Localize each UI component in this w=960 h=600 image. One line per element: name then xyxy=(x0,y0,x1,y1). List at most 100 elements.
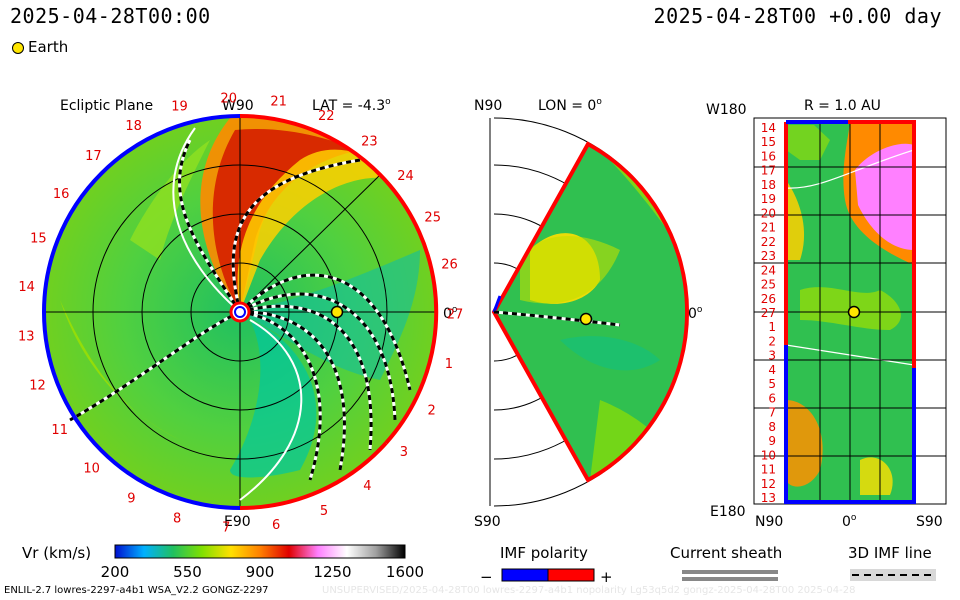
colorbar-label: Vr (km/s) xyxy=(22,544,91,562)
current-sheath-legend: Current sheath xyxy=(670,544,782,581)
synoptic-y-tick-10: 10 xyxy=(761,448,776,462)
synoptic-negative-border xyxy=(784,345,916,504)
negative-polarity-arc xyxy=(42,114,241,510)
ecliptic-bottom-label: E90 xyxy=(224,514,251,530)
current-sheath-swatch-2 xyxy=(682,577,778,581)
carrington-tick-27: 27 xyxy=(447,307,464,322)
carrington-tick-20: 20 xyxy=(220,91,237,106)
positive-polarity-arc-2 xyxy=(239,441,388,511)
synoptic-y-tick-11: 11 xyxy=(761,463,776,477)
synoptic-y-tick-23: 23 xyxy=(761,249,776,263)
colorbar: Vr (km/s) 200 550 900 1250 1600 xyxy=(22,544,424,581)
synoptic-x-label-0: 0o xyxy=(842,513,857,530)
imf-line-title: 3D IMF line xyxy=(848,544,932,562)
date-title-left: 2025-04-28T00:00 xyxy=(10,4,211,28)
synoptic-y-tick-21: 21 xyxy=(761,221,776,235)
carrington-tick-3: 3 xyxy=(400,445,408,460)
synoptic-y-tick-19: 19 xyxy=(761,192,776,206)
carrington-tick-19: 19 xyxy=(171,100,188,115)
synoptic-y-tick-24: 24 xyxy=(761,263,776,277)
synoptic-x-label-n90: N90 xyxy=(755,514,783,530)
meridional-lon-label: LON = 0o xyxy=(538,97,602,114)
carrington-tick-7: 7 xyxy=(222,521,230,536)
carrington-tick-23: 23 xyxy=(361,134,378,149)
synoptic-y-tick-15: 15 xyxy=(761,135,776,149)
meridional-boundary xyxy=(491,141,690,483)
meridional-bottom-label: S90 xyxy=(474,514,501,530)
synoptic-y-tick-26: 26 xyxy=(761,292,776,306)
synoptic-y-tick-16: 16 xyxy=(761,150,776,164)
carrington-tick-17: 17 xyxy=(85,149,102,164)
positive-polarity-swatch xyxy=(547,568,595,582)
meridional-deg-label: 0o xyxy=(688,305,703,322)
carrington-tick-13: 13 xyxy=(18,330,35,345)
colorbar-tick-200: 200 xyxy=(101,563,130,581)
carrington-tick-14: 14 xyxy=(18,280,35,295)
colorbar-tick-900: 900 xyxy=(246,563,275,581)
synoptic-y-tick-25: 25 xyxy=(761,278,776,292)
imf-polarity-title: IMF polarity xyxy=(500,544,588,562)
carrington-tick-11: 11 xyxy=(51,423,68,438)
carrington-tick-8: 8 xyxy=(173,512,181,527)
synoptic-y-tick-5: 5 xyxy=(768,377,776,391)
earth-meridional-marker xyxy=(579,312,593,326)
carrington-tick-5: 5 xyxy=(320,504,328,519)
synoptic-y-tick-4: 4 xyxy=(768,363,776,377)
synoptic-y-tick-2: 2 xyxy=(768,335,776,349)
current-sheath-title: Current sheath xyxy=(670,544,782,562)
synoptic-y-tick-22: 22 xyxy=(761,235,776,249)
imf-polarity-legend: IMF polarity − + xyxy=(480,544,613,586)
meridional-imf-line xyxy=(493,310,621,327)
meridional-negative-edge xyxy=(492,295,502,313)
synoptic-y-tick-8: 8 xyxy=(768,420,776,434)
ecliptic-title: Ecliptic Plane xyxy=(60,98,153,114)
date-title-right: 2025-04-28T00 +0.00 day xyxy=(653,4,942,28)
carrington-tick-9: 9 xyxy=(127,492,135,507)
synoptic-x-label-s90: S90 xyxy=(916,514,943,530)
imf-line-legend: 3D IMF line xyxy=(848,544,936,581)
colorbar-tick-1600: 1600 xyxy=(386,563,424,581)
colorbar-gradient xyxy=(114,544,406,559)
footer-watermark: UNSUPERVISED/2025-04-28T00 lowres-2297-a… xyxy=(322,585,856,596)
meridional-top-label: N90 xyxy=(474,98,502,114)
earth-legend: Earth xyxy=(12,38,68,56)
earth-synoptic-marker xyxy=(847,305,861,319)
carrington-tick-6: 6 xyxy=(272,518,280,533)
carrington-tick-15: 15 xyxy=(30,231,47,246)
synoptic-y-tick-20: 20 xyxy=(761,206,776,220)
colorbar-tick-550: 550 xyxy=(173,563,202,581)
carrington-tick-labels: 20 21222324252627123456789101112131415161… xyxy=(18,91,463,535)
meridional-panel: N90 LON = 0o S90 0o xyxy=(474,97,703,530)
earth-legend-label: Earth xyxy=(28,38,69,56)
synoptic-y-tick-labels: 1415161718192021222324252627123456789101… xyxy=(761,121,776,505)
carrington-tick-24: 24 xyxy=(397,169,414,184)
positive-polarity-arc xyxy=(239,114,439,445)
earth-ecliptic-marker xyxy=(330,305,344,319)
carrington-tick-12: 12 xyxy=(29,378,46,393)
synoptic-y-tick-18: 18 xyxy=(761,178,776,192)
meridional-wedge xyxy=(494,144,688,480)
synoptic-y-tick-17: 17 xyxy=(761,164,776,178)
sun-marker xyxy=(229,301,251,323)
colorbar-tick-1250: 1250 xyxy=(313,563,351,581)
ecliptic-panel: Ecliptic Plane W90 E90 LAT = -4.3o 0o 20… xyxy=(18,91,463,535)
footer-run-info: ENLIL-2.7 lowres-2297-a4b1 WSA_V2.2 GONG… xyxy=(4,585,269,596)
negative-polarity-swatch xyxy=(501,568,549,582)
carrington-tick-10: 10 xyxy=(83,462,100,477)
ecliptic-lat-label: LAT = -4.3o xyxy=(312,97,391,114)
carrington-tick-1: 1 xyxy=(445,357,453,372)
earth-marker-icon xyxy=(12,41,24,54)
synoptic-y-tick-13: 13 xyxy=(761,491,776,505)
synoptic-r-label: R = 1.0 AU xyxy=(804,98,881,114)
synoptic-y-tick-1: 1 xyxy=(768,320,776,334)
carrington-tick-4: 4 xyxy=(363,479,371,494)
synoptic-y-tick-12: 12 xyxy=(761,477,776,491)
carrington-tick-22: 22 xyxy=(318,109,335,124)
polarity-plus-label: + xyxy=(600,568,613,586)
synoptic-y-tick-3: 3 xyxy=(768,349,776,363)
ecliptic-top-label: W90 xyxy=(222,98,254,114)
carrington-tick-21: 21 xyxy=(270,95,287,110)
synoptic-y-tick-7: 7 xyxy=(768,406,776,420)
polarity-minus-label: − xyxy=(480,568,493,586)
